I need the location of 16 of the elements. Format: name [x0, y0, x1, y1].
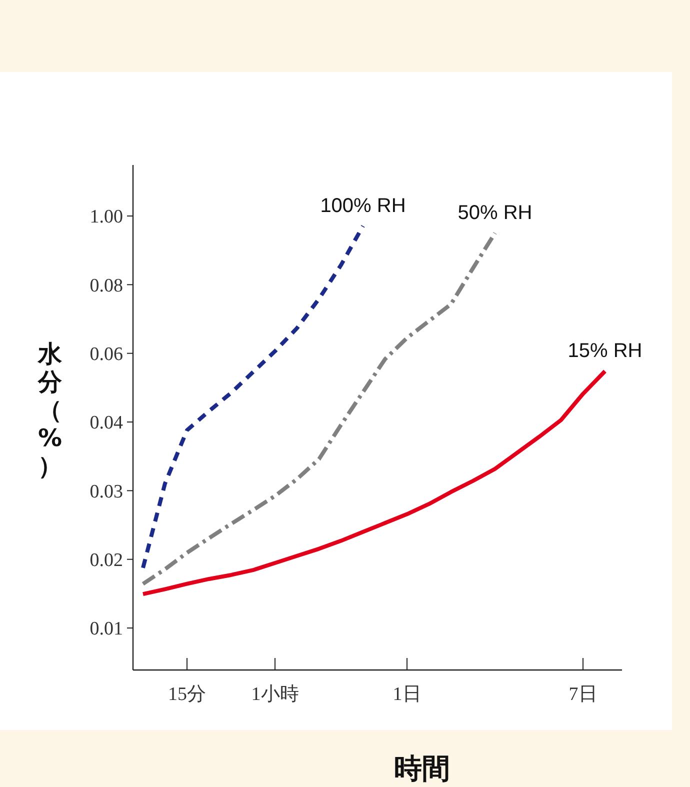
text: 0.01 [90, 618, 123, 640]
x-tick-label: 1日 [392, 684, 422, 705]
series-label: 50% RH [458, 202, 532, 224]
x-axis-title: 時間 [394, 752, 450, 785]
y-axis-title: 水分（%） [37, 340, 63, 480]
x-tick-label: 1小時 [251, 684, 299, 705]
text: 1.00 [90, 206, 123, 228]
x-tick-label: 7日 [568, 684, 598, 705]
series-label: 15% RH [568, 340, 642, 362]
x-tick-label: 15分 [168, 684, 206, 705]
text: 0.06 [90, 344, 123, 365]
text: 0.04 [90, 412, 124, 434]
series-label: 100% RH [320, 195, 406, 217]
text: 0.02 [90, 550, 123, 571]
text: 0.03 [90, 481, 123, 502]
text: 0.08 [90, 275, 123, 296]
